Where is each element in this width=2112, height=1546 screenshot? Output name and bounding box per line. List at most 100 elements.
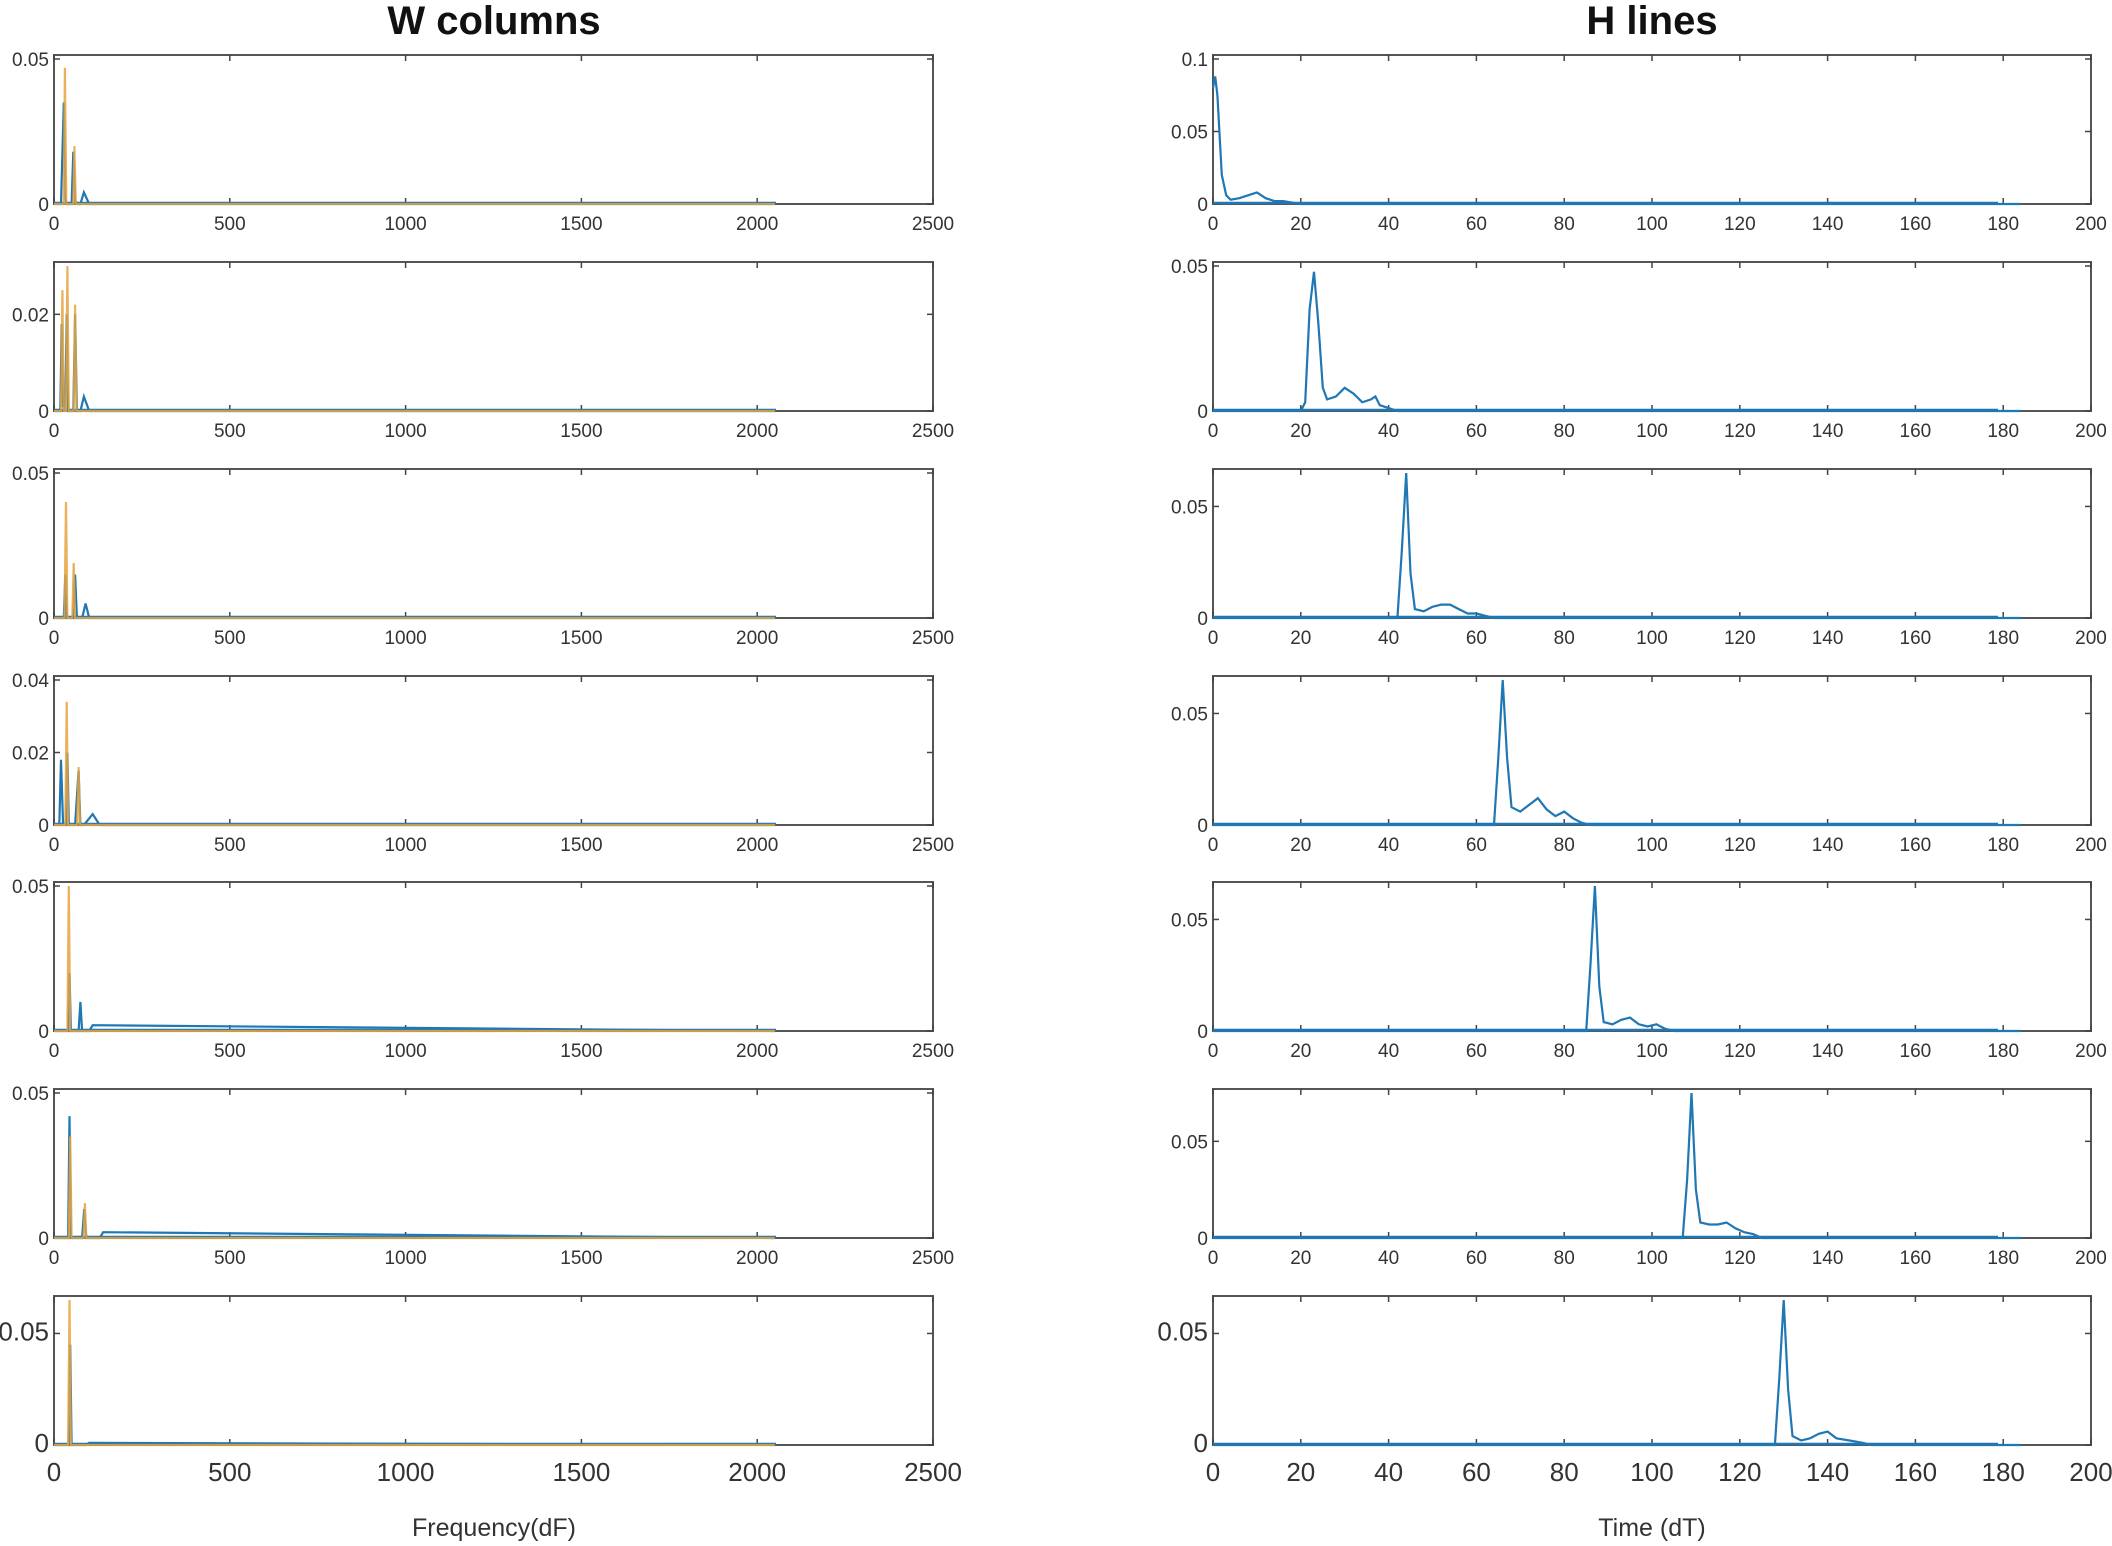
y-tick-label: 0 (1197, 402, 1208, 423)
x-tick-label: 180 (1987, 1041, 2019, 1062)
series-line-orange (54, 885, 775, 1033)
x-tick-label: 500 (208, 1457, 251, 1487)
series-line-orange (54, 265, 775, 413)
x-tick-label: 40 (1378, 835, 1399, 856)
x-tick-label: 180 (1987, 835, 2019, 856)
x-tick-label: 2000 (736, 1248, 778, 1269)
series-line-H (1211, 76, 2021, 206)
y-tick-label: 0.04 (12, 671, 49, 692)
panel-frame (53, 675, 934, 826)
x-tick-label: 80 (1554, 214, 1575, 235)
x-tick-label: 60 (1462, 1457, 1491, 1487)
y-tick-label: 0.05 (1171, 497, 1208, 518)
x-tick-label: 500 (214, 835, 246, 856)
x-tick-label: 120 (1724, 835, 1756, 856)
y-tick-label: 0 (38, 816, 49, 837)
x-tick-label: 120 (1724, 421, 1756, 442)
x-tick-label: 100 (1636, 214, 1668, 235)
y-tick-label: 0 (1197, 816, 1208, 837)
x-tick-label: 140 (1812, 421, 1844, 442)
y-tick-label: 0.05 (1171, 123, 1208, 144)
y-tick-label: 0 (1197, 1229, 1208, 1250)
panel-H-7: 0 20 40 60 80 100 120 140 160 180 200 0 0.05 (1157, 1295, 2112, 1487)
x-tick-label: 100 (1636, 628, 1668, 649)
x-tick-label: 500 (214, 1248, 246, 1269)
x-tick-label: 200 (2075, 835, 2107, 856)
x-tick-label: 160 (1894, 1457, 1937, 1487)
x-tick-label: 80 (1554, 1248, 1575, 1269)
panel-frame (1212, 881, 2092, 1032)
x-tick-label: 120 (1724, 1248, 1756, 1269)
series-line-orange (54, 67, 775, 206)
x-tick-label: 60 (1466, 1248, 1487, 1269)
x-tick-label: 1500 (560, 214, 602, 235)
panel-H-5: 0 20 40 60 80 100 120 140 160 180 200 0 0.05 (1171, 881, 2107, 1062)
x-tick-label: 20 (1290, 835, 1311, 856)
panel-frame (1212, 1295, 2092, 1446)
x-tick-label: 1000 (384, 421, 426, 442)
y-tick-label: 0 (38, 195, 49, 216)
series-line-orange (54, 501, 775, 620)
panel-frame (1212, 54, 2092, 205)
series-line-orange (54, 1299, 775, 1447)
x-tick-label: 60 (1466, 421, 1487, 442)
x-tick-label: 0 (1208, 214, 1219, 235)
panel-W-1: 0 500 1000 1500 2000 2500 0 0.05 (12, 50, 954, 235)
x-tick-label: 500 (214, 421, 246, 442)
x-tick-label: 140 (1812, 1248, 1844, 1269)
x-tick-label: 20 (1290, 1248, 1311, 1269)
y-tick-label: 0.05 (12, 877, 49, 898)
x-tick-label: 2500 (912, 421, 954, 442)
x-tick-label: 1500 (560, 1248, 602, 1269)
x-tick-label: 0 (49, 628, 60, 649)
x-tick-label: 200 (2075, 1041, 2107, 1062)
panel-H-2: 0 20 40 60 80 100 120 140 160 180 200 0 0.05 (1171, 257, 2107, 442)
y-tick-label: 0.02 (12, 744, 49, 765)
x-tick-label: 1000 (377, 1457, 435, 1487)
x-tick-label: 1000 (384, 628, 426, 649)
x-tick-label: 40 (1378, 628, 1399, 649)
panel-W-6: 0 500 1000 1500 2000 2500 0 0.05 (12, 1084, 954, 1269)
x-tick-label: 0 (1208, 835, 1219, 856)
y-tick-label: 0.02 (12, 305, 49, 326)
x-tick-label: 20 (1290, 421, 1311, 442)
panel-W-5: 0 500 1000 1500 2000 2500 0 0.05 (12, 877, 954, 1062)
x-tick-label: 180 (1987, 1248, 2019, 1269)
series-line-H (1213, 679, 2021, 827)
y-tick-label: 0 (38, 402, 49, 423)
x-tick-label: 0 (49, 835, 60, 856)
y-tick-label: 0.05 (1171, 257, 1208, 278)
x-tick-label: 120 (1718, 1457, 1761, 1487)
x-tick-label: 500 (214, 1041, 246, 1062)
x-tick-label: 180 (1987, 628, 2019, 649)
x-tick-label: 140 (1812, 1041, 1844, 1062)
panel-W-4: 0 500 1000 1500 2000 2500 0 0.02 0.04 (12, 671, 954, 856)
x-tick-label: 2000 (736, 214, 778, 235)
x-tick-label: 0 (1208, 421, 1219, 442)
panel-frame (53, 54, 934, 205)
x-tick-label: 40 (1378, 214, 1399, 235)
y-tick-label: 0.05 (12, 464, 49, 485)
panel-W-3: 0 500 1000 1500 2000 2500 0 0.05 (12, 464, 954, 649)
series-line-orange (54, 1136, 775, 1240)
y-tick-label: 0.05 (12, 50, 49, 71)
x-tick-label: 80 (1554, 835, 1575, 856)
series-line-H (1213, 472, 2021, 620)
x-tick-label: 40 (1378, 1041, 1399, 1062)
panel-H-6: 0 20 40 60 80 100 120 140 160 180 200 0 0.05 (1171, 1088, 2107, 1269)
x-tick-label: 200 (2075, 628, 2107, 649)
series-line-blue (54, 972, 775, 1033)
x-tick-label: 1500 (552, 1457, 610, 1487)
x-tick-label: 100 (1636, 421, 1668, 442)
x-tick-label: 2500 (912, 1248, 954, 1269)
panel-frame (53, 1295, 934, 1446)
x-tick-label: 500 (214, 214, 246, 235)
x-tick-label: 100 (1636, 1041, 1668, 1062)
x-tick-label: 0 (49, 1248, 60, 1269)
panel-frame (1212, 468, 2092, 619)
x-tick-label: 40 (1374, 1457, 1403, 1487)
x-tick-label: 160 (1900, 421, 1932, 442)
x-tick-label: 80 (1554, 421, 1575, 442)
x-tick-label: 140 (1806, 1457, 1849, 1487)
x-tick-label: 180 (1982, 1457, 2025, 1487)
